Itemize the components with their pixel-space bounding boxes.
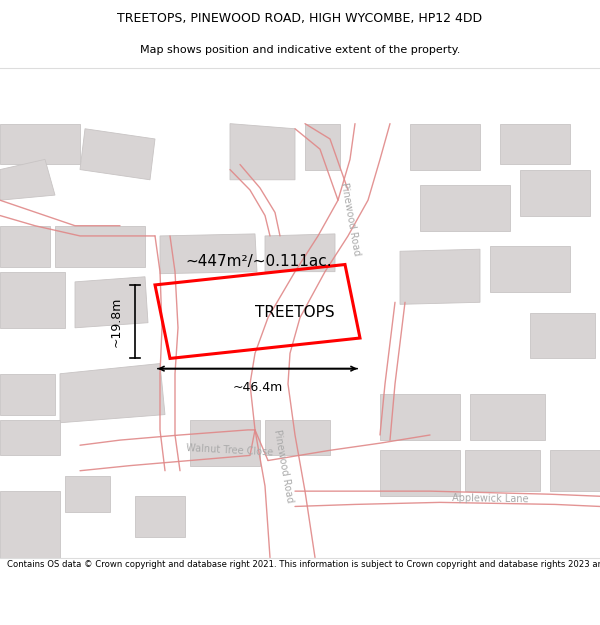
Text: Pinewood Road: Pinewood Road: [272, 428, 295, 503]
Text: Walnut Tree Close: Walnut Tree Close: [186, 443, 274, 458]
Polygon shape: [0, 374, 55, 414]
Polygon shape: [230, 124, 295, 180]
Text: Map shows position and indicative extent of the property.: Map shows position and indicative extent…: [140, 45, 460, 55]
Text: ~447m²/~0.111ac.: ~447m²/~0.111ac.: [185, 254, 332, 269]
Polygon shape: [0, 226, 50, 266]
Polygon shape: [0, 159, 55, 200]
Text: TREETOPS: TREETOPS: [255, 305, 335, 320]
Polygon shape: [530, 312, 595, 358]
Polygon shape: [190, 420, 260, 466]
Polygon shape: [550, 450, 600, 491]
Polygon shape: [65, 476, 110, 511]
Text: ~46.4m: ~46.4m: [232, 381, 283, 394]
Polygon shape: [0, 420, 60, 456]
Polygon shape: [380, 450, 460, 496]
Text: Contains OS data © Crown copyright and database right 2021. This information is : Contains OS data © Crown copyright and d…: [7, 560, 600, 569]
Polygon shape: [55, 226, 145, 266]
Polygon shape: [400, 249, 480, 304]
Polygon shape: [60, 364, 165, 423]
Polygon shape: [160, 234, 257, 274]
Polygon shape: [265, 420, 330, 456]
Polygon shape: [490, 246, 570, 292]
Polygon shape: [0, 491, 60, 558]
Text: Applewick Lane: Applewick Lane: [452, 492, 529, 504]
Polygon shape: [265, 234, 335, 272]
Polygon shape: [75, 277, 148, 328]
Polygon shape: [410, 124, 480, 169]
Polygon shape: [520, 169, 590, 216]
Polygon shape: [420, 185, 510, 231]
Text: ~19.8m: ~19.8m: [110, 296, 123, 347]
Polygon shape: [0, 124, 80, 164]
Polygon shape: [465, 450, 540, 491]
Polygon shape: [305, 124, 340, 169]
Text: Pinewood Road: Pinewood Road: [338, 181, 361, 256]
Polygon shape: [80, 129, 155, 180]
Polygon shape: [135, 496, 185, 537]
Polygon shape: [500, 124, 570, 164]
Polygon shape: [470, 394, 545, 440]
Text: TREETOPS, PINEWOOD ROAD, HIGH WYCOMBE, HP12 4DD: TREETOPS, PINEWOOD ROAD, HIGH WYCOMBE, H…: [118, 12, 482, 26]
Polygon shape: [0, 272, 65, 328]
Polygon shape: [380, 394, 460, 440]
